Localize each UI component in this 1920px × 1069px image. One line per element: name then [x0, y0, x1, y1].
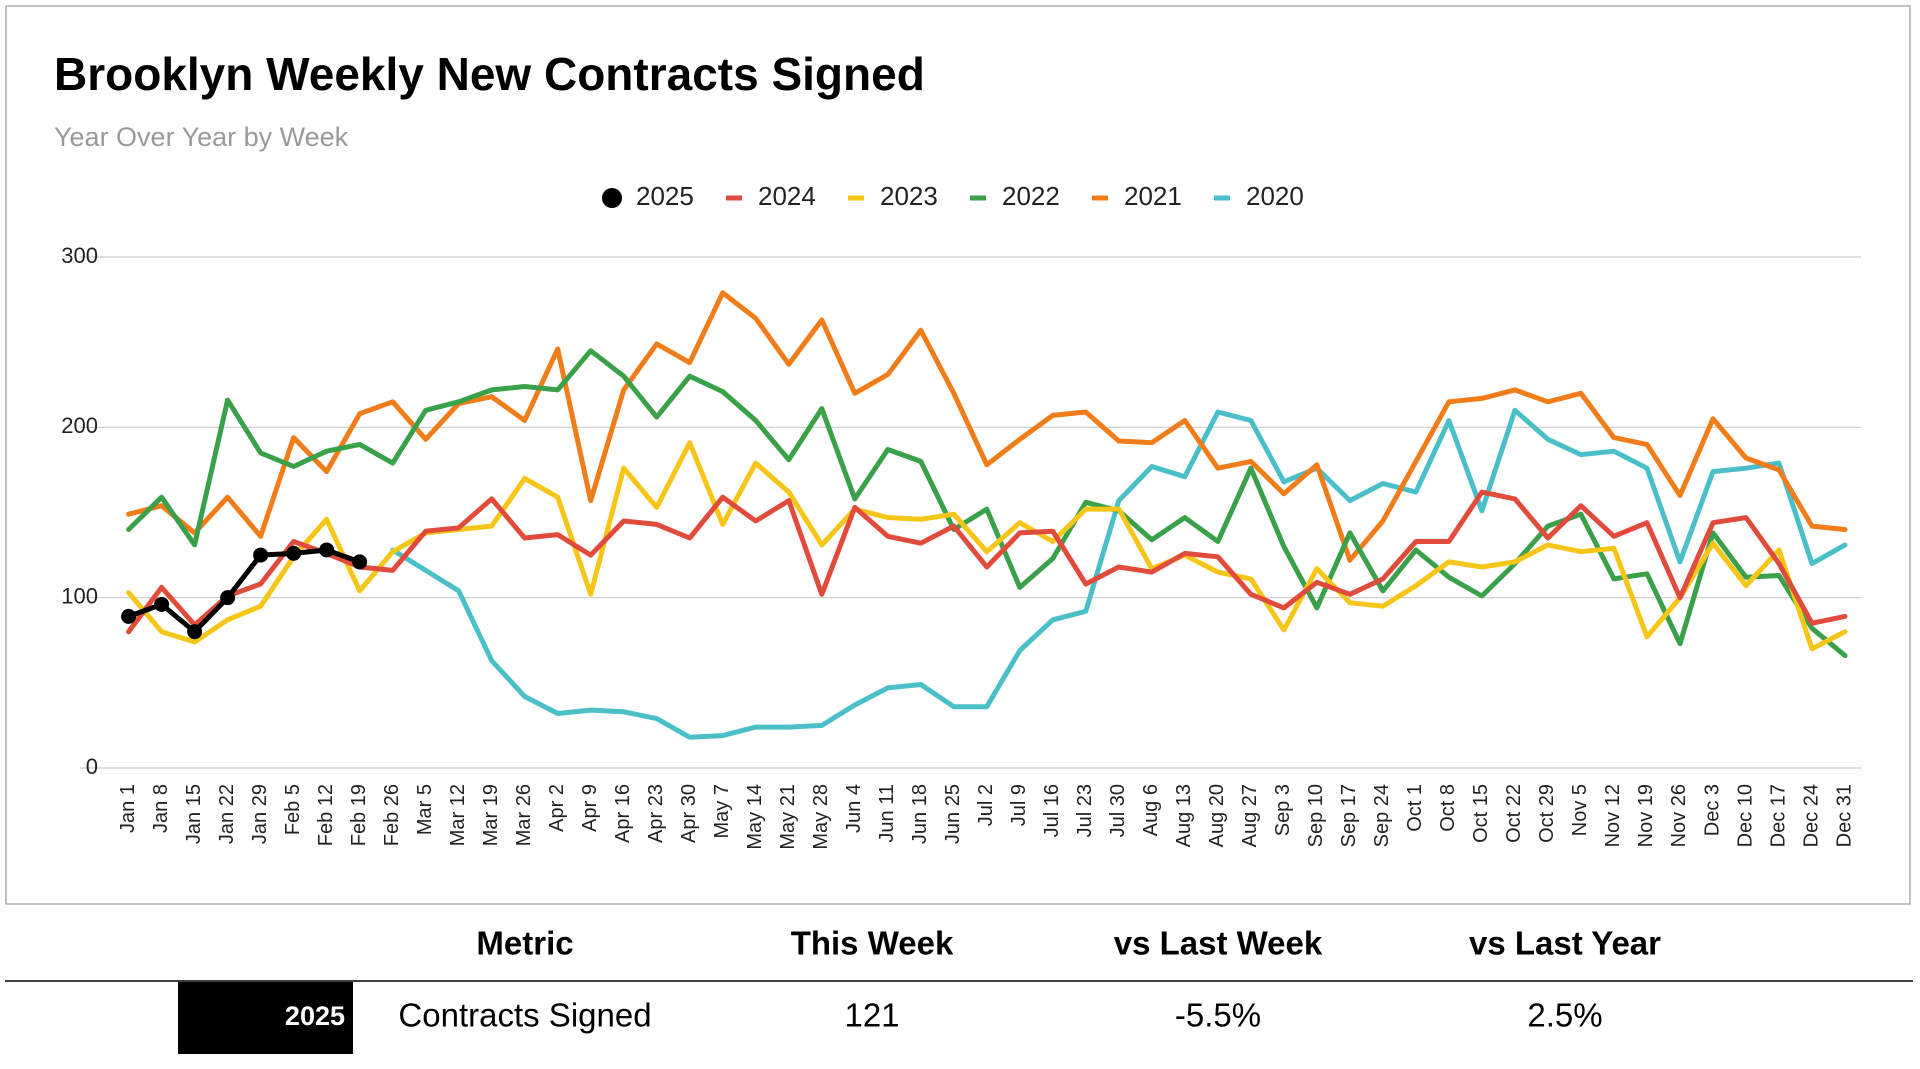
- x-tick-label: Jul 30: [1107, 784, 1129, 837]
- x-tick-label: Jun 11: [876, 784, 898, 843]
- x-tick-label: Jul 9: [1008, 784, 1030, 826]
- x-tick-label: Nov 19: [1635, 784, 1657, 847]
- x-tick-label: Oct 8: [1437, 784, 1459, 832]
- table-header: Metric: [476, 925, 573, 962]
- x-tick-label: Mar 12: [447, 784, 469, 846]
- data-point: [187, 624, 203, 640]
- x-tick-label: May 14: [744, 784, 766, 850]
- x-tick-label: Jul 23: [1074, 784, 1096, 837]
- data-point: [121, 608, 137, 624]
- x-tick-label: Oct 29: [1536, 784, 1558, 843]
- x-tick-label: May 28: [810, 784, 832, 850]
- x-tick-label: Jul 2: [975, 784, 997, 826]
- x-tick-label: Apr 16: [612, 784, 634, 843]
- x-tick-label: Jan 22: [216, 784, 238, 844]
- x-tick-label: Apr 2: [546, 784, 568, 832]
- x-tick-label: Apr 23: [645, 784, 667, 843]
- legend-label: 2020: [1246, 181, 1304, 211]
- x-tick-label: Feb 19: [348, 784, 370, 846]
- x-tick-label: Oct 1: [1404, 784, 1426, 832]
- x-tick-label: Dec 24: [1800, 784, 1822, 847]
- table-header: vs Last Year: [1469, 925, 1661, 962]
- x-tick-label: May 21: [777, 784, 799, 850]
- x-tick-label: Aug 20: [1206, 784, 1228, 847]
- x-tick-label: Jan 8: [150, 784, 172, 833]
- y-tick-label: 200: [61, 413, 98, 438]
- x-tick-label: Nov 12: [1602, 784, 1624, 847]
- table-header: This Week: [791, 925, 954, 962]
- x-tick-label: Jan 15: [183, 784, 205, 844]
- table-cell: 121: [844, 997, 899, 1034]
- x-tick-label: Aug 13: [1173, 784, 1195, 847]
- x-tick-label: Jun 25: [942, 784, 964, 844]
- chart-subtitle: Year Over Year by Week: [54, 122, 349, 152]
- x-tick-label: Aug 27: [1239, 784, 1261, 847]
- series-line: [126, 440, 1848, 652]
- y-tick-label: 100: [61, 583, 98, 608]
- legend-label: 2024: [758, 181, 816, 211]
- table-cell: Contracts Signed: [398, 997, 651, 1034]
- legend-label: 2021: [1124, 181, 1182, 211]
- x-tick-label: Jun 18: [909, 784, 931, 844]
- x-tick-label: Mar 5: [414, 784, 436, 835]
- x-tick-label: May 7: [711, 784, 733, 838]
- x-tick-label: Oct 15: [1470, 784, 1492, 843]
- data-point: [352, 554, 368, 570]
- table-cell: -5.5%: [1175, 997, 1261, 1034]
- series-line: [390, 407, 1848, 740]
- x-tick-label: Apr 30: [678, 784, 700, 843]
- series-line: [126, 348, 1848, 659]
- year-badge-label: 2025: [285, 1001, 345, 1031]
- x-tick-label: Sep 3: [1272, 784, 1294, 836]
- x-tick-label: Sep 10: [1305, 784, 1327, 847]
- x-tick-label: Dec 3: [1701, 784, 1723, 836]
- x-tick-label: Dec 31: [1833, 784, 1855, 847]
- x-tick-label: Jan 29: [249, 784, 271, 844]
- table-header: vs Last Week: [1114, 925, 1323, 962]
- y-tick-label: 300: [61, 243, 98, 268]
- table-cell: 2.5%: [1527, 997, 1602, 1034]
- x-tick-label: Sep 17: [1338, 784, 1360, 847]
- x-tick-label: Jul 16: [1041, 784, 1063, 837]
- x-tick-label: Nov 26: [1668, 784, 1690, 847]
- x-tick-label: Jun 4: [843, 784, 865, 833]
- x-tick-label: Sep 24: [1371, 784, 1393, 847]
- data-point: [220, 590, 236, 606]
- x-tick-label: Oct 22: [1503, 784, 1525, 843]
- legend-label: 2025: [636, 181, 694, 211]
- x-tick-label: Apr 9: [579, 784, 601, 832]
- data-point: [319, 542, 335, 558]
- x-tick-label: Feb 26: [381, 784, 403, 846]
- year-badge: [178, 982, 353, 1054]
- x-tick-label: Feb 12: [315, 784, 337, 846]
- legend-label: 2023: [880, 181, 938, 211]
- x-tick-label: Aug 6: [1140, 784, 1162, 836]
- x-tick-label: Feb 5: [282, 784, 304, 835]
- x-tick-label: Mar 26: [513, 784, 535, 846]
- x-tick-label: Dec 17: [1767, 784, 1789, 847]
- data-point: [286, 545, 302, 561]
- series-line: [126, 489, 1848, 635]
- x-tick-label: Mar 19: [480, 784, 502, 846]
- legend-label: 2022: [1002, 181, 1060, 211]
- x-tick-label: Jan 1: [117, 784, 139, 833]
- x-tick-label: Nov 5: [1569, 784, 1591, 836]
- legend-marker: [602, 188, 622, 208]
- y-tick-label: 0: [86, 754, 98, 779]
- data-point: [253, 547, 269, 563]
- chart-title: Brooklyn Weekly New Contracts Signed: [54, 48, 925, 100]
- x-tick-label: Dec 10: [1734, 784, 1756, 847]
- data-point: [154, 596, 170, 612]
